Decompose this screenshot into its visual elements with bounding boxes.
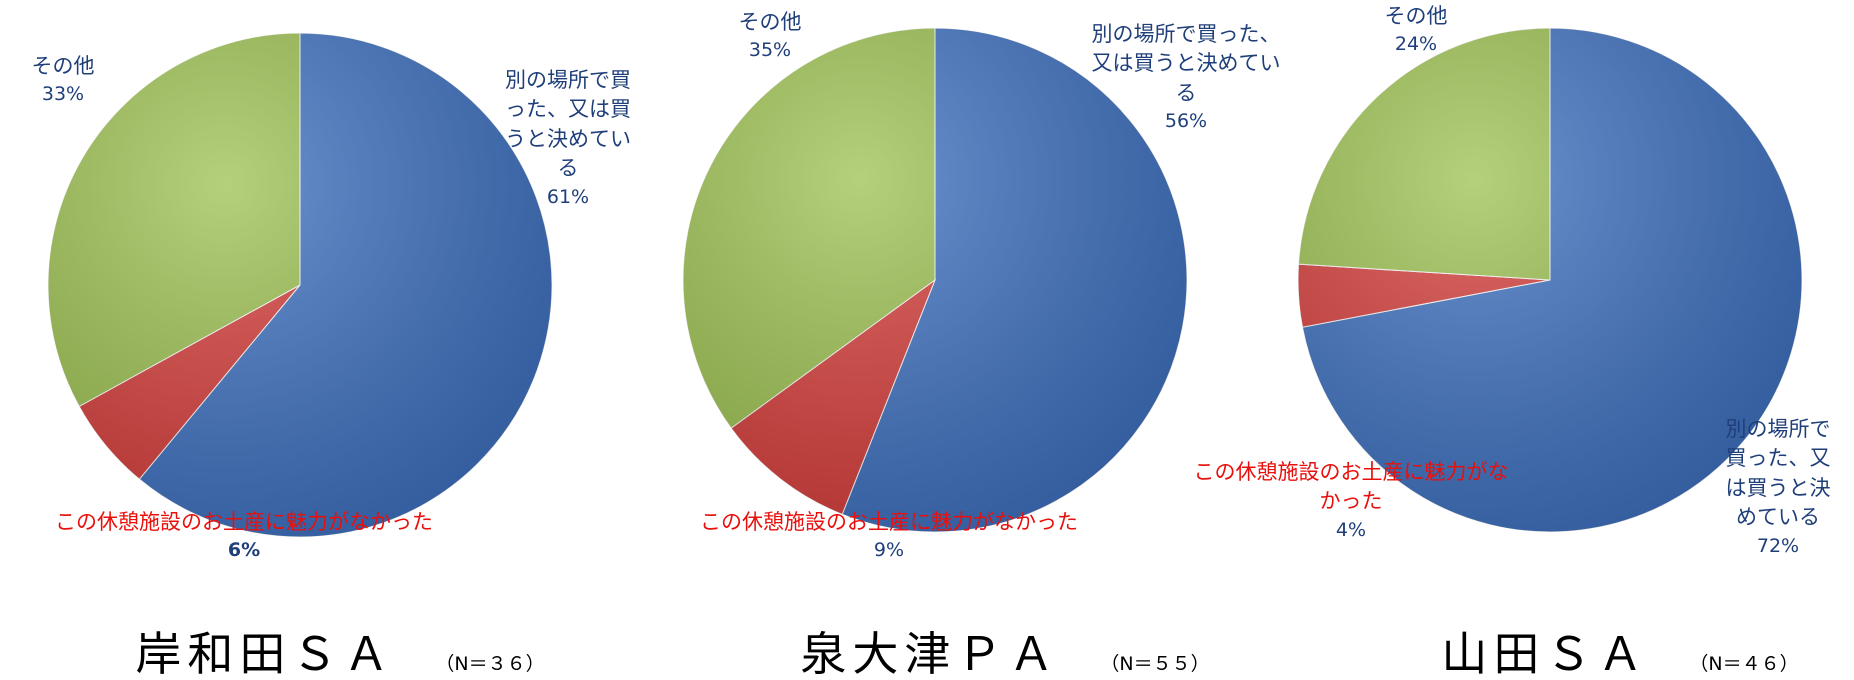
- slice-name: その他: [31, 54, 95, 78]
- slice-name: 別の場所で買った、又は買うと決めている: [1725, 417, 1831, 530]
- slice-label: 別の場所で買った、又は買うと決めている 56%: [1089, 20, 1284, 135]
- slice-value: 33%: [41, 83, 85, 106]
- slice-value: 6%: [227, 539, 261, 562]
- slice-name: この休憩施設のお土産に魅力がなかった: [1193, 460, 1509, 514]
- slice-label: この休憩施設のお土産に魅力がなかった 4%: [1191, 458, 1511, 543]
- slice-value: 35%: [748, 39, 792, 62]
- slice-label: その他 24%: [1356, 2, 1476, 58]
- slice-name: 別の場所で買った、又は買うと決めている: [505, 68, 631, 181]
- slice-label: その他 33%: [3, 52, 123, 108]
- slice-value: 9%: [873, 539, 905, 562]
- chart-title: 山田ＳＡ （N＝４６）: [1441, 618, 1798, 680]
- slice-label: この休憩施設のお土産に魅力がなかった 6%: [0, 508, 504, 564]
- slice-label: その他 35%: [710, 8, 830, 64]
- slice-label: 別の場所で買った、又は買うと決めている 61%: [501, 66, 636, 210]
- slice-value: 56%: [1164, 110, 1208, 133]
- slice-name: この休憩施設のお土産に魅力がなかった: [700, 510, 1078, 534]
- slice-name: 別の場所で買った、又は買うと決めている: [1091, 22, 1281, 105]
- pie-slice: [1297, 27, 1551, 281]
- subtitle-text: （N＝４６）: [1689, 653, 1799, 675]
- subtitle-text: （N＝５５）: [1100, 653, 1210, 675]
- slice-value: 24%: [1394, 33, 1438, 56]
- title-text: 岸和田ＳＡ: [135, 627, 396, 680]
- title-text: 山田ＳＡ: [1441, 627, 1650, 680]
- slice-label: 別の場所で買った、又は買うと決めている 72%: [1716, 415, 1841, 559]
- slice-name: その他: [1384, 4, 1448, 28]
- slice-label: この休憩施設のお土産に魅力がなかった 9%: [629, 508, 1149, 564]
- chart-title: 泉大津ＰＡ （N＝５５）: [800, 618, 1209, 680]
- subtitle-text: （N＝３６）: [435, 653, 545, 675]
- chart-title: 岸和田ＳＡ （N＝３６）: [135, 618, 544, 680]
- slice-name: この休憩施設のお土産に魅力がなかった: [55, 510, 433, 534]
- slice-value: 72%: [1756, 534, 1800, 557]
- title-text: 泉大津ＰＡ: [800, 627, 1061, 680]
- slice-value: 61%: [546, 185, 590, 208]
- slice-value: 4%: [1335, 518, 1367, 541]
- slice-name: その他: [738, 10, 802, 34]
